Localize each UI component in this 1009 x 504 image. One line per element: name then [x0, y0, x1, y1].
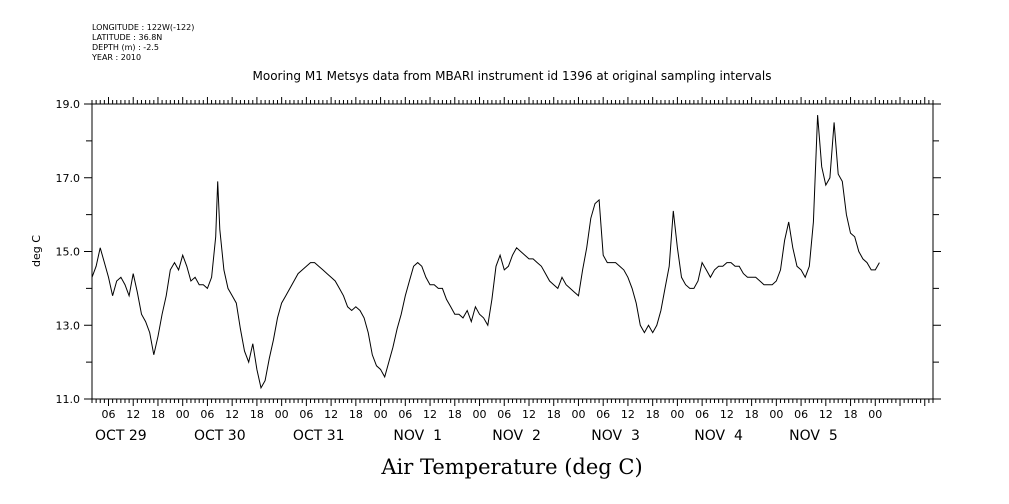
x-hour-label: 18 [844, 408, 858, 421]
x-hour-label: 12 [621, 408, 635, 421]
x-hour-label: 18 [349, 408, 363, 421]
x-hour-label: 06 [596, 408, 610, 421]
meta-year: YEAR : 2010 [91, 53, 141, 62]
x-hour-label: 18 [646, 408, 660, 421]
x-date-label: NOV 5 [789, 428, 838, 444]
x-hour-labels: 06 12 18 00 06 12 18 00 06 12 18 00 06 12 18 00 06 12 18 00… [101, 408, 882, 421]
x-date-label: NOV 3 [591, 428, 640, 444]
y-tick-label: 11.0 [56, 393, 81, 406]
x-date-label: NOV 2 [492, 428, 541, 444]
x-hour-label: 00 [571, 408, 585, 421]
axis-ticks [84, 97, 941, 406]
x-hour-label: 18 [250, 408, 264, 421]
x-hour-label: 18 [745, 408, 759, 421]
x-hour-label: 06 [794, 408, 808, 421]
x-hour-label: 12 [324, 408, 338, 421]
x-hour-label: 00 [275, 408, 289, 421]
x-hour-label: 06 [497, 408, 511, 421]
x-date-label: OCT 29 [95, 428, 147, 444]
x-hour-label: 00 [176, 408, 190, 421]
y-axis-label: deg C [30, 235, 43, 267]
x-date-label: OCT 30 [194, 428, 246, 444]
y-tick-label: 13.0 [56, 319, 81, 332]
x-date-label: NOV 4 [694, 428, 743, 444]
x-hour-label: 12 [522, 408, 536, 421]
x-hour-label: 00 [670, 408, 684, 421]
x-axis-label: Air Temperature (deg C) [380, 455, 642, 479]
x-date-labels: OCT 29 OCT 30 OCT 31 NOV 1 NOV 2 NOV 3 NOV 4 NO… [95, 428, 838, 444]
x-hour-label: 12 [225, 408, 239, 421]
x-hour-label: 00 [769, 408, 783, 421]
y-tick-labels: 11.0 13.0 15.0 17.0 19.0 [56, 98, 81, 406]
x-hour-label: 18 [547, 408, 561, 421]
y-tick-label: 15.0 [56, 246, 81, 259]
x-hour-label: 06 [695, 408, 709, 421]
x-hour-label: 12 [423, 408, 437, 421]
x-hour-label: 00 [868, 408, 882, 421]
x-hour-label: 00 [473, 408, 487, 421]
meta-block: LONGITUDE : 122W(-122) LATITUDE : 36.8N … [91, 23, 194, 62]
x-hour-label: 18 [448, 408, 462, 421]
y-tick-label: 19.0 [56, 98, 81, 111]
x-hour-label: 06 [200, 408, 214, 421]
chart-title: Mooring M1 Metsys data from MBARI instru… [253, 69, 772, 83]
x-hour-label: 12 [126, 408, 140, 421]
x-date-label: NOV 1 [393, 428, 442, 444]
x-hour-label: 12 [819, 408, 833, 421]
x-date-label: OCT 31 [293, 428, 345, 444]
x-hour-label: 06 [299, 408, 313, 421]
x-hour-label: 06 [398, 408, 412, 421]
meta-depth: DEPTH (m) : -2.5 [92, 43, 159, 52]
meta-latitude: LATITUDE : 36.8N [92, 33, 162, 42]
x-hour-label: 18 [151, 408, 165, 421]
y-tick-label: 17.0 [56, 172, 81, 185]
meta-longitude: LONGITUDE : 122W(-122) [92, 23, 194, 32]
x-hour-label: 06 [101, 408, 115, 421]
x-hour-label: 00 [374, 408, 388, 421]
series-line-air-temperature [91, 115, 880, 390]
plot-frame [91, 103, 934, 400]
x-hour-label: 12 [720, 408, 734, 421]
